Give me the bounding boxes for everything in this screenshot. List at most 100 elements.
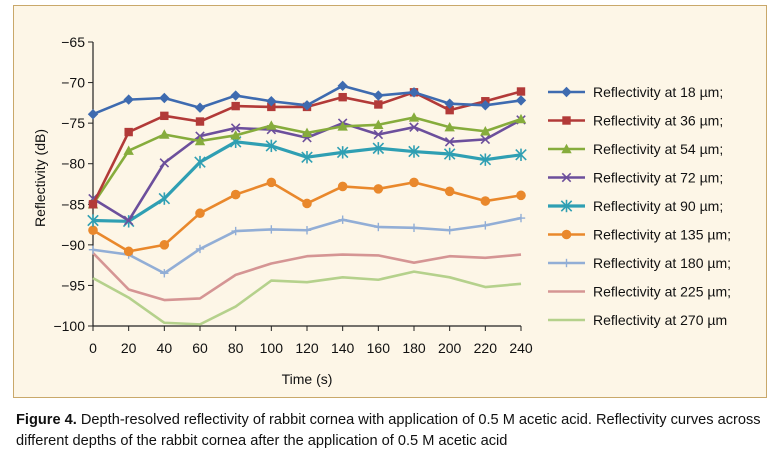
x-tick-label: 120 [295, 340, 319, 356]
data-point [158, 192, 171, 205]
data-point [302, 226, 312, 235]
data-point [444, 98, 455, 109]
data-point [195, 244, 205, 254]
legend-item: Reflectivity at 36 µm; [548, 113, 723, 129]
data-point [443, 147, 456, 161]
data-point [194, 155, 206, 169]
y-tick-label: −75 [61, 115, 85, 131]
data-point [480, 196, 491, 206]
x-tick-label: 220 [474, 340, 498, 356]
legend-label: Reflectivity at 18 µm; [593, 84, 723, 100]
data-point [301, 127, 313, 138]
series-line [92, 252, 522, 302]
data-point [480, 126, 491, 136]
data-point-stroke [230, 123, 241, 133]
data-point [123, 145, 134, 155]
legend-item: Reflectivity at 270 µm [548, 312, 727, 328]
y-tick-label: −80 [61, 156, 85, 172]
figure-caption: Figure 4. Depth-resolved reflectivity of… [16, 410, 768, 452]
data-point [267, 102, 276, 112]
data-point [561, 172, 572, 183]
data-point [373, 184, 384, 194]
x-tick-label: 80 [228, 340, 244, 356]
data-point [409, 122, 419, 132]
data-point [561, 86, 572, 98]
data-point [266, 177, 277, 188]
data-point [444, 122, 455, 132]
data-point [266, 120, 277, 130]
data-point [480, 100, 491, 111]
data-point [88, 200, 98, 209]
chart-frame [13, 5, 767, 398]
data-point [195, 117, 205, 126]
data-point [337, 181, 348, 192]
data-point [444, 137, 455, 147]
x-tick-label: 200 [438, 340, 462, 356]
caption-text: Depth-resolved reflectivity of rabbit co… [16, 412, 761, 449]
data-point [444, 186, 455, 197]
data-point [123, 246, 134, 257]
data-point [160, 269, 169, 278]
legend-item: Reflectivity at 225 µm; [548, 284, 731, 300]
legend-label: Reflectivity at 54 µm; [593, 141, 723, 157]
data-point [373, 90, 384, 101]
data-point [445, 105, 454, 115]
legend-item: Reflectivity at 54 µm; [548, 141, 723, 157]
data-point [336, 146, 349, 159]
x-tick-label: 240 [509, 340, 533, 356]
data-point [87, 109, 99, 120]
data-point [516, 213, 526, 223]
data-point [87, 214, 99, 227]
data-point [88, 245, 98, 254]
legend-label: Reflectivity at 90 µm; [593, 198, 723, 214]
data-point [159, 129, 170, 139]
x-tick-label: 0 [89, 340, 97, 356]
data-point [123, 94, 134, 105]
data-point [479, 153, 492, 166]
data-point [230, 130, 241, 140]
data-point [515, 148, 527, 161]
series-8 [92, 270, 522, 326]
data-point [160, 111, 169, 121]
data-point [230, 189, 241, 200]
data-point [409, 223, 419, 233]
legend-label: Reflectivity at 270 µm [593, 312, 727, 328]
legend-item: Reflectivity at 135 µm; [548, 227, 731, 243]
data-point [337, 121, 348, 131]
data-point [265, 139, 278, 153]
data-point-stroke [444, 137, 455, 147]
data-point [561, 143, 572, 154]
data-point [159, 240, 170, 250]
data-point [374, 100, 383, 109]
series-7 [92, 252, 522, 302]
data-point [373, 119, 384, 129]
data-point [88, 225, 98, 236]
data-point [338, 92, 347, 102]
y-tick-label: −70 [61, 75, 85, 91]
series-6 [88, 213, 526, 278]
data-point-stroke [159, 158, 170, 168]
x-tick-label: 140 [331, 340, 355, 356]
legend-label: Reflectivity at 72 µm; [593, 170, 723, 186]
data-point [124, 127, 133, 137]
series-5 [88, 177, 526, 257]
data-point [562, 116, 571, 125]
data-point [231, 226, 240, 236]
data-point [337, 80, 348, 92]
data-point-stroke [409, 122, 419, 132]
y-tick-label: −85 [61, 196, 85, 212]
legend-label: Reflectivity at 180 µm; [593, 255, 731, 271]
data-point [515, 95, 527, 106]
data-point [123, 215, 134, 226]
x-axis-title: Time (s) [282, 371, 333, 387]
data-point [338, 215, 347, 224]
x-tick-label: 100 [260, 340, 284, 356]
data-point [516, 87, 526, 96]
data-point [194, 135, 206, 146]
series-layer [87, 80, 527, 326]
data-point [408, 87, 420, 98]
data-point [373, 129, 384, 140]
data-point [408, 145, 420, 158]
data-point [230, 90, 241, 101]
data-point [372, 142, 385, 155]
